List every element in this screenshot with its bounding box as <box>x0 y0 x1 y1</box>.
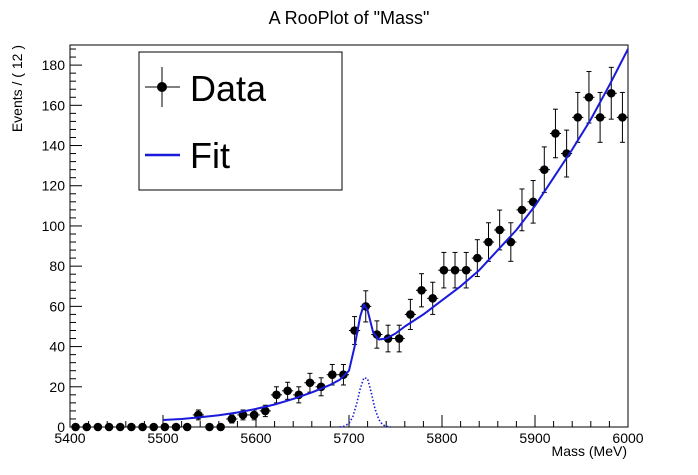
data-point <box>249 410 259 420</box>
y-tick-label: 0 <box>57 419 65 435</box>
data-point <box>439 265 449 275</box>
data-point <box>205 422 214 432</box>
y-tick-label: 120 <box>42 178 66 194</box>
legend-data-label: Data <box>190 68 267 109</box>
data-point <box>551 129 560 138</box>
y-tick-label: 20 <box>49 379 65 395</box>
data-point <box>171 422 181 432</box>
fit-curve <box>162 48 629 421</box>
data-point <box>261 406 270 416</box>
data-point <box>160 422 170 432</box>
x-tick-label: 5400 <box>54 430 85 446</box>
data-point <box>283 386 292 396</box>
x-axis: 5400 5500 5600 5700 5800 5900 6000 <box>54 415 644 446</box>
data-point <box>93 422 103 432</box>
legend-data-marker <box>157 82 167 92</box>
data-point <box>406 310 415 319</box>
y-tick-label: 60 <box>49 298 65 314</box>
data-point <box>428 294 438 303</box>
legend-fit-label: Fit <box>190 135 230 176</box>
data-point <box>540 165 549 174</box>
data-point <box>584 92 594 102</box>
data-point <box>272 390 281 400</box>
y-tick-label: 100 <box>42 218 66 234</box>
data-point <box>573 113 583 122</box>
data-point <box>372 330 382 339</box>
data-point <box>473 253 482 263</box>
data-point <box>461 265 471 275</box>
data-point <box>606 88 616 98</box>
x-tick-label: 5500 <box>147 430 178 446</box>
x-tick-label: 5900 <box>519 430 550 446</box>
data-point <box>305 378 315 388</box>
x-tick-label: 5700 <box>333 430 364 446</box>
y-tick-label: 160 <box>42 97 66 113</box>
data-point <box>595 113 605 122</box>
y-tick-label: 140 <box>42 138 66 154</box>
legend: Data Fit <box>138 51 343 191</box>
data-point <box>227 414 237 424</box>
data-point <box>495 225 504 235</box>
data-point <box>517 205 527 215</box>
y-tick-label: 80 <box>49 258 65 274</box>
signal-component-curve <box>339 376 391 428</box>
data-point <box>82 422 92 432</box>
data-point <box>182 422 192 432</box>
chart-title: A RooPlot of "Mass" <box>269 8 430 28</box>
data-point <box>450 265 460 275</box>
data-point <box>149 422 158 432</box>
y-axis-label: Events / ( 12 ) <box>9 45 25 132</box>
y-tick-label: 40 <box>49 339 65 355</box>
data-point <box>138 422 147 432</box>
y-tick-label: 180 <box>42 57 66 73</box>
data-point <box>417 285 426 295</box>
plot-marks <box>70 48 629 432</box>
data-point <box>71 422 80 432</box>
data-point <box>115 422 125 432</box>
x-tick-label: 5600 <box>240 430 271 446</box>
data-point <box>618 113 627 122</box>
y-axis: 0 20 40 60 80 100 120 140 160 180 <box>42 48 82 435</box>
data-point <box>506 237 516 247</box>
data-point <box>104 422 114 432</box>
x-axis-label: Mass (MeV) <box>552 443 627 459</box>
x-tick-label: 5800 <box>426 430 457 446</box>
data-point <box>127 422 136 432</box>
x-tick-label: 6000 <box>612 430 643 446</box>
data-point <box>216 422 225 432</box>
data-point <box>327 370 337 380</box>
legend-box <box>138 51 343 191</box>
data-point <box>484 237 493 247</box>
data-point <box>394 334 404 343</box>
